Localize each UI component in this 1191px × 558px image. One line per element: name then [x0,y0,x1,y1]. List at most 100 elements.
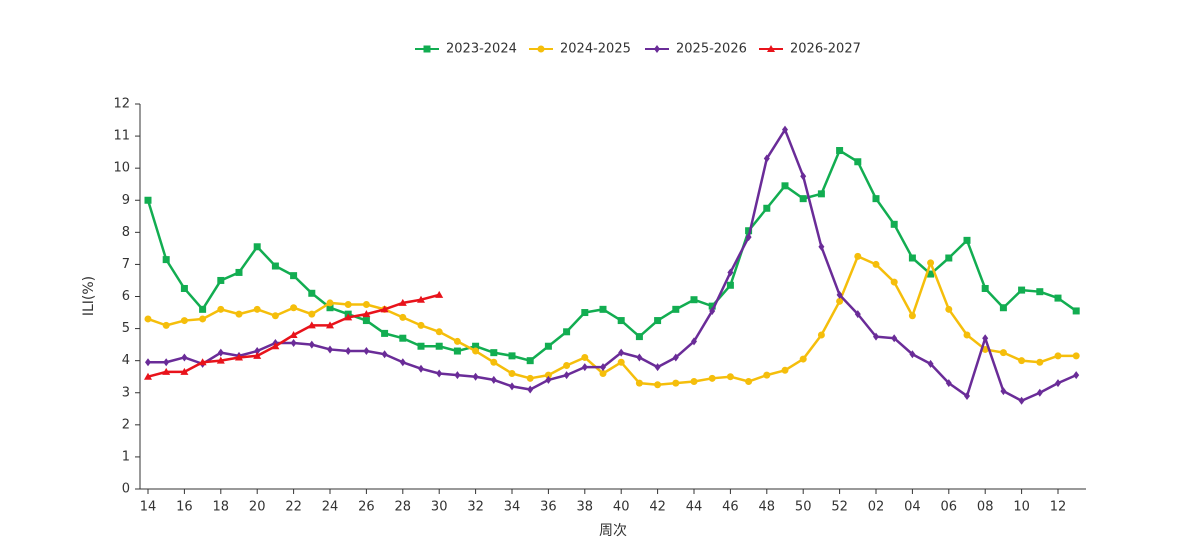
point [873,332,879,341]
point [690,378,698,386]
point [726,281,734,289]
point [945,305,953,313]
point [763,154,770,163]
point [454,371,461,380]
legend-label: 2025-2026 [676,42,747,57]
point [253,351,262,359]
point [854,310,861,319]
point [198,358,207,366]
point [508,352,516,360]
point [745,378,753,386]
legend-label: 2023-2024 [446,42,517,57]
point [545,375,552,384]
x-tick-label: 18 [213,500,230,515]
point [799,195,807,203]
point [180,284,188,292]
point [308,310,316,318]
point [745,233,752,242]
point [162,321,170,329]
point [235,268,243,276]
x-tick-label: 28 [395,500,412,515]
x-tick-label: 38 [577,500,594,515]
point [217,348,224,357]
point [817,331,825,339]
point [890,220,898,228]
point [617,358,625,366]
point [563,371,570,380]
point [1000,387,1007,396]
point [399,313,407,321]
point [363,347,370,356]
point [144,315,152,323]
point [872,195,880,203]
point [763,204,771,212]
x-tick-label: 22 [285,500,302,515]
point [708,302,716,310]
point [417,295,425,303]
point [145,358,151,367]
point [1036,388,1043,397]
point [999,304,1007,312]
x-tick-label: 36 [540,500,557,515]
point [308,289,316,297]
point [1036,288,1044,296]
point [326,321,334,329]
point [672,305,680,313]
point [271,312,279,320]
point [526,374,534,382]
y-tick-label: 2 [122,417,130,432]
y-tick-label: 12 [113,97,130,112]
x-tick-label: 06 [941,500,958,515]
point [344,313,353,321]
point [599,370,607,377]
y-axis-label: ILI(%) [81,276,97,316]
point [599,305,607,313]
point [800,172,807,181]
point [999,349,1007,357]
point [563,328,571,336]
point [708,374,716,382]
point [781,182,789,190]
point [709,306,716,315]
point [490,349,498,357]
y-tick-label: 10 [113,161,130,176]
point [362,317,370,325]
series-line [147,255,1077,386]
point [690,296,698,304]
x-tick-label: 10 [1013,500,1030,515]
point [472,347,480,355]
point [890,278,898,286]
point [836,297,844,305]
point [453,347,461,355]
point [308,340,315,349]
point [180,317,188,325]
point [854,252,862,260]
point [981,284,989,292]
point [654,381,662,389]
x-tick-label: 48 [759,500,776,515]
point [691,337,697,346]
point [490,375,497,384]
legend-label: 2026-2027 [790,42,861,57]
point [527,385,534,394]
x-tick-label: 34 [504,500,521,515]
x-tick-label: 32 [467,500,484,515]
x-tick-label: 04 [904,500,921,515]
point [162,367,171,375]
point [180,367,189,375]
point [436,369,443,378]
y-tick-label: 11 [113,129,130,144]
point [982,334,989,343]
point [345,347,352,356]
point [235,310,243,318]
point [508,370,516,377]
x-tick-label: 08 [977,500,994,515]
point [362,301,370,309]
legend-marker [767,45,775,52]
point [490,358,498,366]
point [544,371,552,379]
point [672,353,679,362]
point [417,342,425,350]
point [217,305,225,313]
